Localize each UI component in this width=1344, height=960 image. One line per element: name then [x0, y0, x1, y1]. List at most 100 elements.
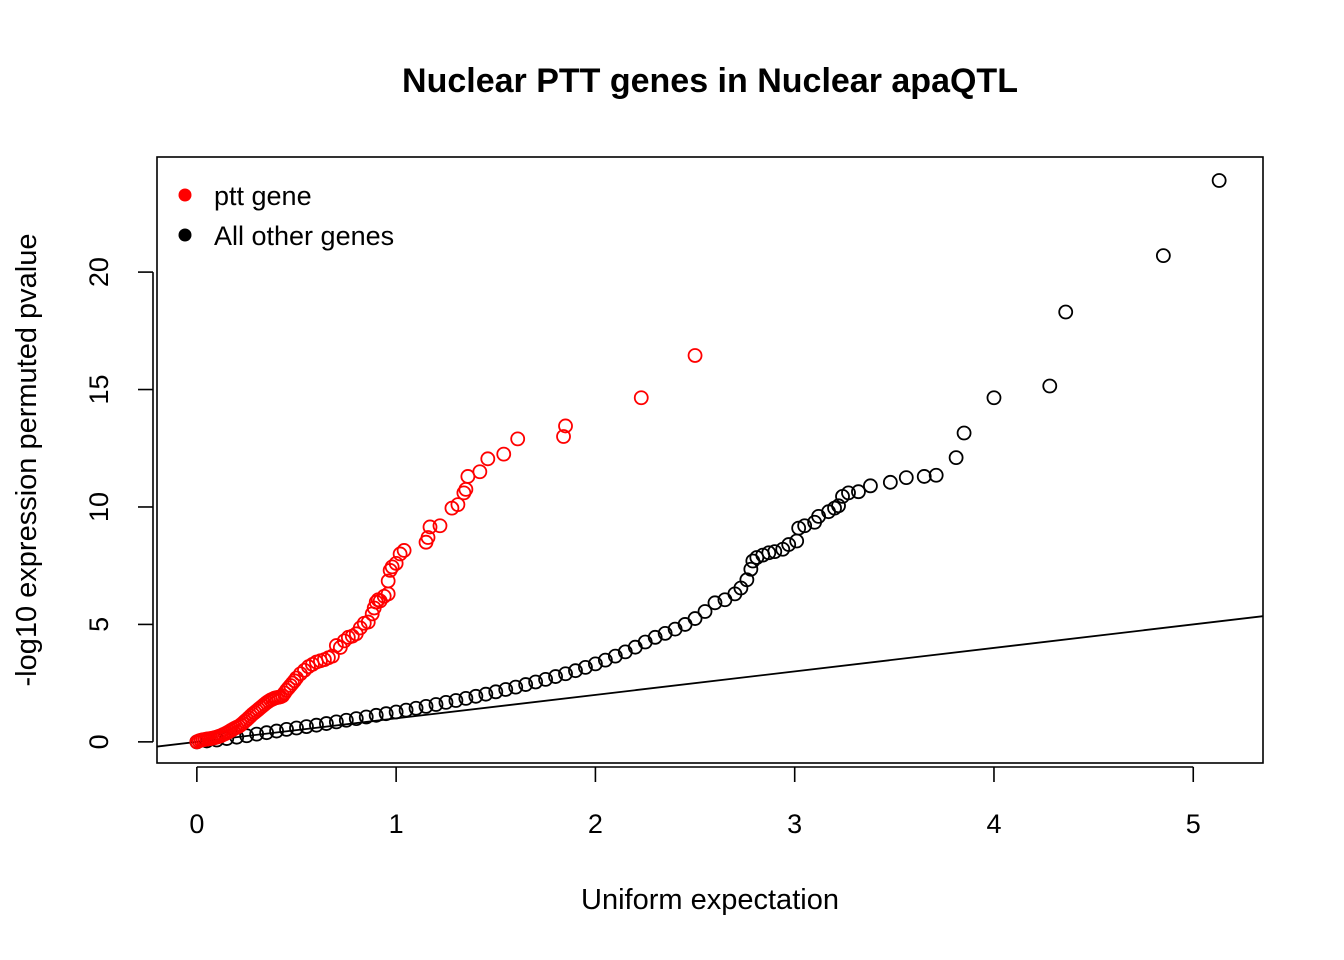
ptt-gene-point — [380, 586, 396, 602]
all-other-genes-point — [448, 693, 464, 708]
x-tick-label: 3 — [787, 809, 802, 839]
all-other-genes-point — [761, 545, 777, 561]
all-other-genes-point — [745, 553, 761, 569]
all-other-genes-point — [743, 561, 759, 577]
y-tick-label: 0 — [84, 734, 114, 749]
chart-title: Nuclear PTT genes in Nuclear apaQTL — [402, 62, 1018, 100]
x-axis: 0 1 2 3 4 5 — [189, 766, 1201, 839]
all-other-genes-point — [488, 684, 504, 700]
ptt-gene-point — [496, 446, 512, 462]
all-other-genes-point — [1058, 304, 1074, 320]
x-tick-label: 0 — [189, 809, 204, 839]
ptt-gene-point — [422, 519, 438, 535]
legend-marker-all-other-genes — [178, 228, 192, 242]
all-other-genes-point — [882, 474, 898, 490]
all-other-genes-point — [863, 478, 878, 494]
ptt-gene-point — [392, 546, 408, 562]
all-other-genes-point — [458, 691, 474, 706]
ptt-gene-point — [480, 451, 496, 467]
all-other-genes-point — [568, 663, 583, 679]
y-axis: 0 5 10 15 20 — [84, 257, 154, 749]
all-other-genes-point — [338, 712, 354, 728]
all-other-genes-point — [428, 697, 444, 712]
all-other-genes-point — [508, 679, 524, 695]
all-other-genes-point — [289, 720, 304, 736]
all-other-genes-point — [279, 722, 294, 737]
ptt-gene-point — [458, 481, 474, 497]
all-other-genes-point — [468, 688, 484, 704]
all-other-genes-point — [528, 674, 544, 690]
all-other-genes-point — [388, 704, 404, 720]
all-other-genes-point — [478, 686, 494, 702]
all-other-genes-point — [1042, 378, 1058, 394]
x-tick-label: 2 — [588, 809, 603, 839]
all-other-genes-point — [418, 698, 434, 714]
all-other-genes-point — [498, 682, 514, 697]
legend: ptt gene All other genes — [178, 181, 394, 251]
all-other-genes-point — [1155, 248, 1171, 264]
all-other-genes-point — [348, 711, 364, 727]
x-axis-label: Uniform expectation — [581, 884, 839, 916]
all-other-genes-point — [249, 726, 265, 742]
y-tick-label: 5 — [84, 617, 114, 632]
all-other-genes-point — [697, 604, 713, 619]
ptt-gene-point — [420, 530, 436, 545]
ptt-gene-point — [396, 543, 412, 558]
y-tick-label: 20 — [84, 257, 114, 287]
all-other-genes-point — [588, 656, 603, 672]
all-other-genes-point — [657, 625, 673, 641]
all-other-genes-point — [309, 717, 324, 733]
all-other-genes-point — [781, 537, 797, 552]
ptt-gene-point — [380, 573, 396, 589]
legend-marker-ptt-gene — [178, 188, 192, 202]
all-other-genes-point — [916, 469, 932, 484]
ptt-gene-point — [450, 497, 466, 513]
all-other-genes-point — [607, 648, 623, 664]
all-other-genes-point — [841, 485, 856, 501]
all-other-genes-point — [687, 611, 703, 626]
ptt-gene-point — [558, 418, 573, 434]
ptt-gene-point — [388, 555, 404, 571]
y-tick-label: 15 — [84, 375, 114, 405]
ptt-gene-point — [687, 348, 703, 363]
y-axis-label: -log10 expression permuted pvalue — [11, 234, 43, 687]
all-other-genes-point — [797, 518, 813, 534]
all-other-genes-point — [398, 702, 414, 718]
all-other-genes-point — [1211, 173, 1227, 188]
ptt-gene-point — [384, 559, 400, 575]
legend-label-ptt-gene: ptt gene — [214, 181, 312, 211]
all-other-genes-point — [269, 723, 284, 739]
all-other-genes-point — [368, 707, 384, 723]
ptt-gene-point — [289, 670, 304, 686]
x-tick-label: 4 — [986, 809, 1001, 839]
all-other-genes-point — [707, 595, 723, 611]
legend-label-all-other-genes: All other genes — [214, 221, 394, 251]
all-other-genes-point — [578, 660, 593, 675]
all-other-genes-point — [767, 544, 783, 560]
all-other-genes-point — [851, 484, 866, 500]
all-other-genes-point — [948, 450, 964, 466]
ptt-gene-point — [336, 633, 352, 649]
ptt-gene-point — [472, 464, 488, 480]
ptt-gene-point — [460, 469, 476, 484]
all-other-genes-point — [408, 700, 424, 716]
all-other-genes-point — [548, 669, 563, 684]
all-other-genes-point — [928, 467, 944, 483]
ptt-gene-point — [360, 614, 376, 630]
all-other-genes-point — [898, 470, 914, 486]
all-other-genes-point — [538, 671, 553, 687]
all-other-genes-point — [647, 629, 663, 645]
all-other-genes-point — [318, 716, 334, 731]
all-other-genes-point — [789, 533, 805, 549]
all-other-genes-point — [518, 677, 534, 692]
all-other-genes-point — [597, 652, 613, 668]
all-other-genes-point — [986, 390, 1002, 406]
all-other-genes-point — [299, 719, 314, 734]
ptt-gene-point — [556, 429, 571, 444]
plot-frame — [156, 156, 1264, 764]
ptt-gene-point — [510, 431, 526, 447]
x-tick-label: 1 — [389, 809, 404, 839]
all-other-genes-point — [558, 666, 573, 682]
points-group — [189, 173, 1227, 750]
